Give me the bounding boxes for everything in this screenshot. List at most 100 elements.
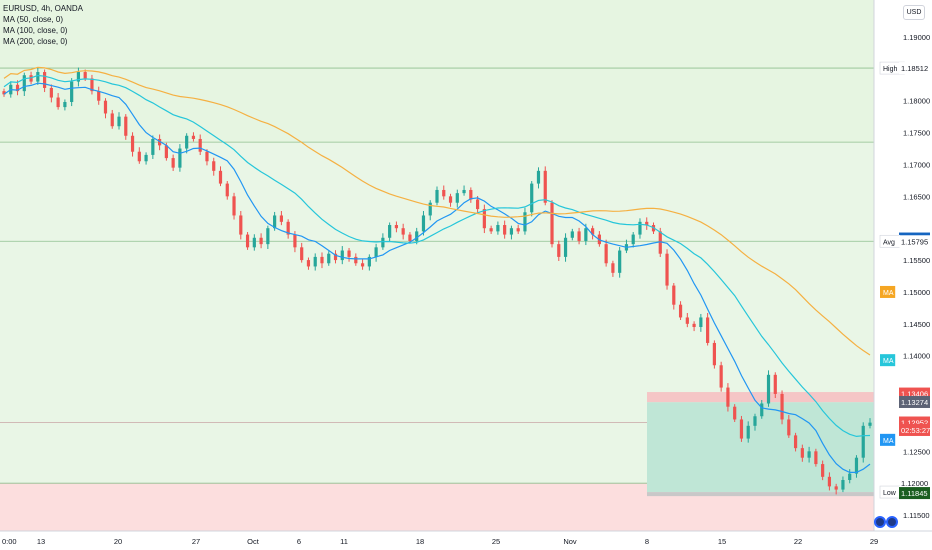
candle-body [489, 228, 493, 232]
ma200-legend[interactable]: MA (200, close, 0) [3, 37, 68, 46]
price-value-box [899, 235, 930, 248]
candle-body [2, 91, 6, 95]
ma50-line [3, 82, 871, 473]
currency-button[interactable]: USD [903, 5, 925, 20]
candle-body [699, 317, 703, 328]
candle-body [421, 215, 426, 232]
y-tick-label: 1.14500 [903, 320, 930, 329]
candle-body [401, 228, 405, 235]
candle-body [645, 221, 649, 226]
candle-body [712, 342, 716, 366]
candle-body [245, 234, 250, 248]
y-tick-label: 1.18000 [903, 97, 930, 106]
candle-body [225, 183, 229, 197]
box-bottom-band [647, 492, 874, 497]
candle-body [185, 135, 189, 149]
candle-body [293, 234, 297, 248]
price-value-box [899, 62, 930, 75]
candle-body [435, 189, 439, 203]
candle-body [232, 196, 236, 216]
candle-body [374, 247, 378, 257]
candle-body [286, 221, 290, 235]
candle-body [347, 250, 351, 257]
stop-zone [647, 392, 874, 403]
candle-body [117, 116, 121, 127]
x-tick-label: 18 [416, 537, 424, 546]
price-tag-box [880, 433, 896, 446]
candle-body [807, 451, 811, 458]
candle-body [854, 457, 859, 474]
candle-body [503, 225, 507, 235]
candle-body [868, 422, 872, 426]
ma100-line [3, 74, 871, 438]
price-tag-label: Avg [883, 239, 895, 246]
x-tick-label: 11 [340, 537, 348, 546]
x-tick-label: 13 [37, 537, 45, 546]
price-value-label: 1.15795 [901, 237, 928, 246]
price-value-box [899, 487, 930, 500]
candle-body [834, 486, 838, 490]
candle-body [509, 228, 514, 235]
ma50-legend[interactable]: MA (50, close, 0) [3, 15, 64, 24]
y-tick-label: 1.17500 [903, 129, 930, 138]
candle-body [306, 260, 311, 267]
candle-body [665, 253, 669, 286]
y-tick-label: 1.16500 [903, 192, 930, 201]
candle-body [259, 237, 263, 245]
indicator-legend: EURUSD, 4h, OANDA MA (50, close, 0) MA (… [3, 3, 83, 47]
price-value-box [899, 423, 930, 436]
candle-body [110, 113, 114, 127]
candle-body [428, 202, 432, 216]
candle-body [327, 253, 331, 264]
candle-body [773, 374, 777, 394]
x-tick-label: Oct [247, 537, 260, 546]
candle-body [442, 189, 446, 197]
globe-icon[interactable] [874, 516, 886, 528]
candle-body [266, 228, 270, 245]
candle-body [388, 225, 392, 238]
ma100-legend[interactable]: MA (100, close, 0) [3, 26, 68, 35]
candle-body [638, 221, 642, 235]
x-tick-label: 8 [645, 537, 649, 546]
candle-body [408, 234, 412, 241]
candle-body [631, 234, 635, 245]
x-tick-label: 25 [492, 537, 500, 546]
candle-body [36, 72, 40, 82]
price-value-label: 1.13274 [901, 398, 928, 407]
news-icon[interactable] [886, 516, 898, 528]
time-axis [0, 531, 932, 550]
price-tag-label: MA [883, 438, 894, 445]
candle-body [841, 480, 845, 490]
price-value-label: 02:53:27 [901, 426, 930, 435]
candle-body [381, 237, 385, 248]
candle-body [56, 97, 60, 108]
x-tick-label: 6 [297, 537, 301, 546]
candle-body [577, 231, 581, 241]
candle-body [218, 170, 223, 184]
candle-body [570, 231, 574, 238]
candle-body [103, 100, 108, 114]
symbol-label[interactable]: EURUSD, 4h, OANDA [3, 4, 84, 13]
candle-body [15, 84, 20, 92]
candle-body [205, 151, 209, 162]
candle-body [618, 250, 622, 273]
candle-body [814, 451, 818, 465]
x-tick-label: 27 [192, 537, 200, 546]
candle-body [394, 225, 399, 229]
candle-body [611, 263, 615, 273]
x-tick-label: 0:00 [2, 537, 17, 546]
candle-body [151, 138, 155, 155]
candle-body [191, 135, 196, 139]
candle-body [83, 72, 87, 79]
candle-body [63, 101, 67, 108]
candle-body [273, 215, 277, 229]
candle-body [861, 425, 865, 458]
candle-body [164, 145, 168, 159]
x-tick-label: 22 [794, 537, 802, 546]
candle-body [171, 158, 175, 168]
y-tick-label: 1.15000 [903, 288, 930, 297]
candle-body [42, 72, 47, 88]
candle-body [787, 419, 791, 436]
candle-body [415, 231, 419, 241]
